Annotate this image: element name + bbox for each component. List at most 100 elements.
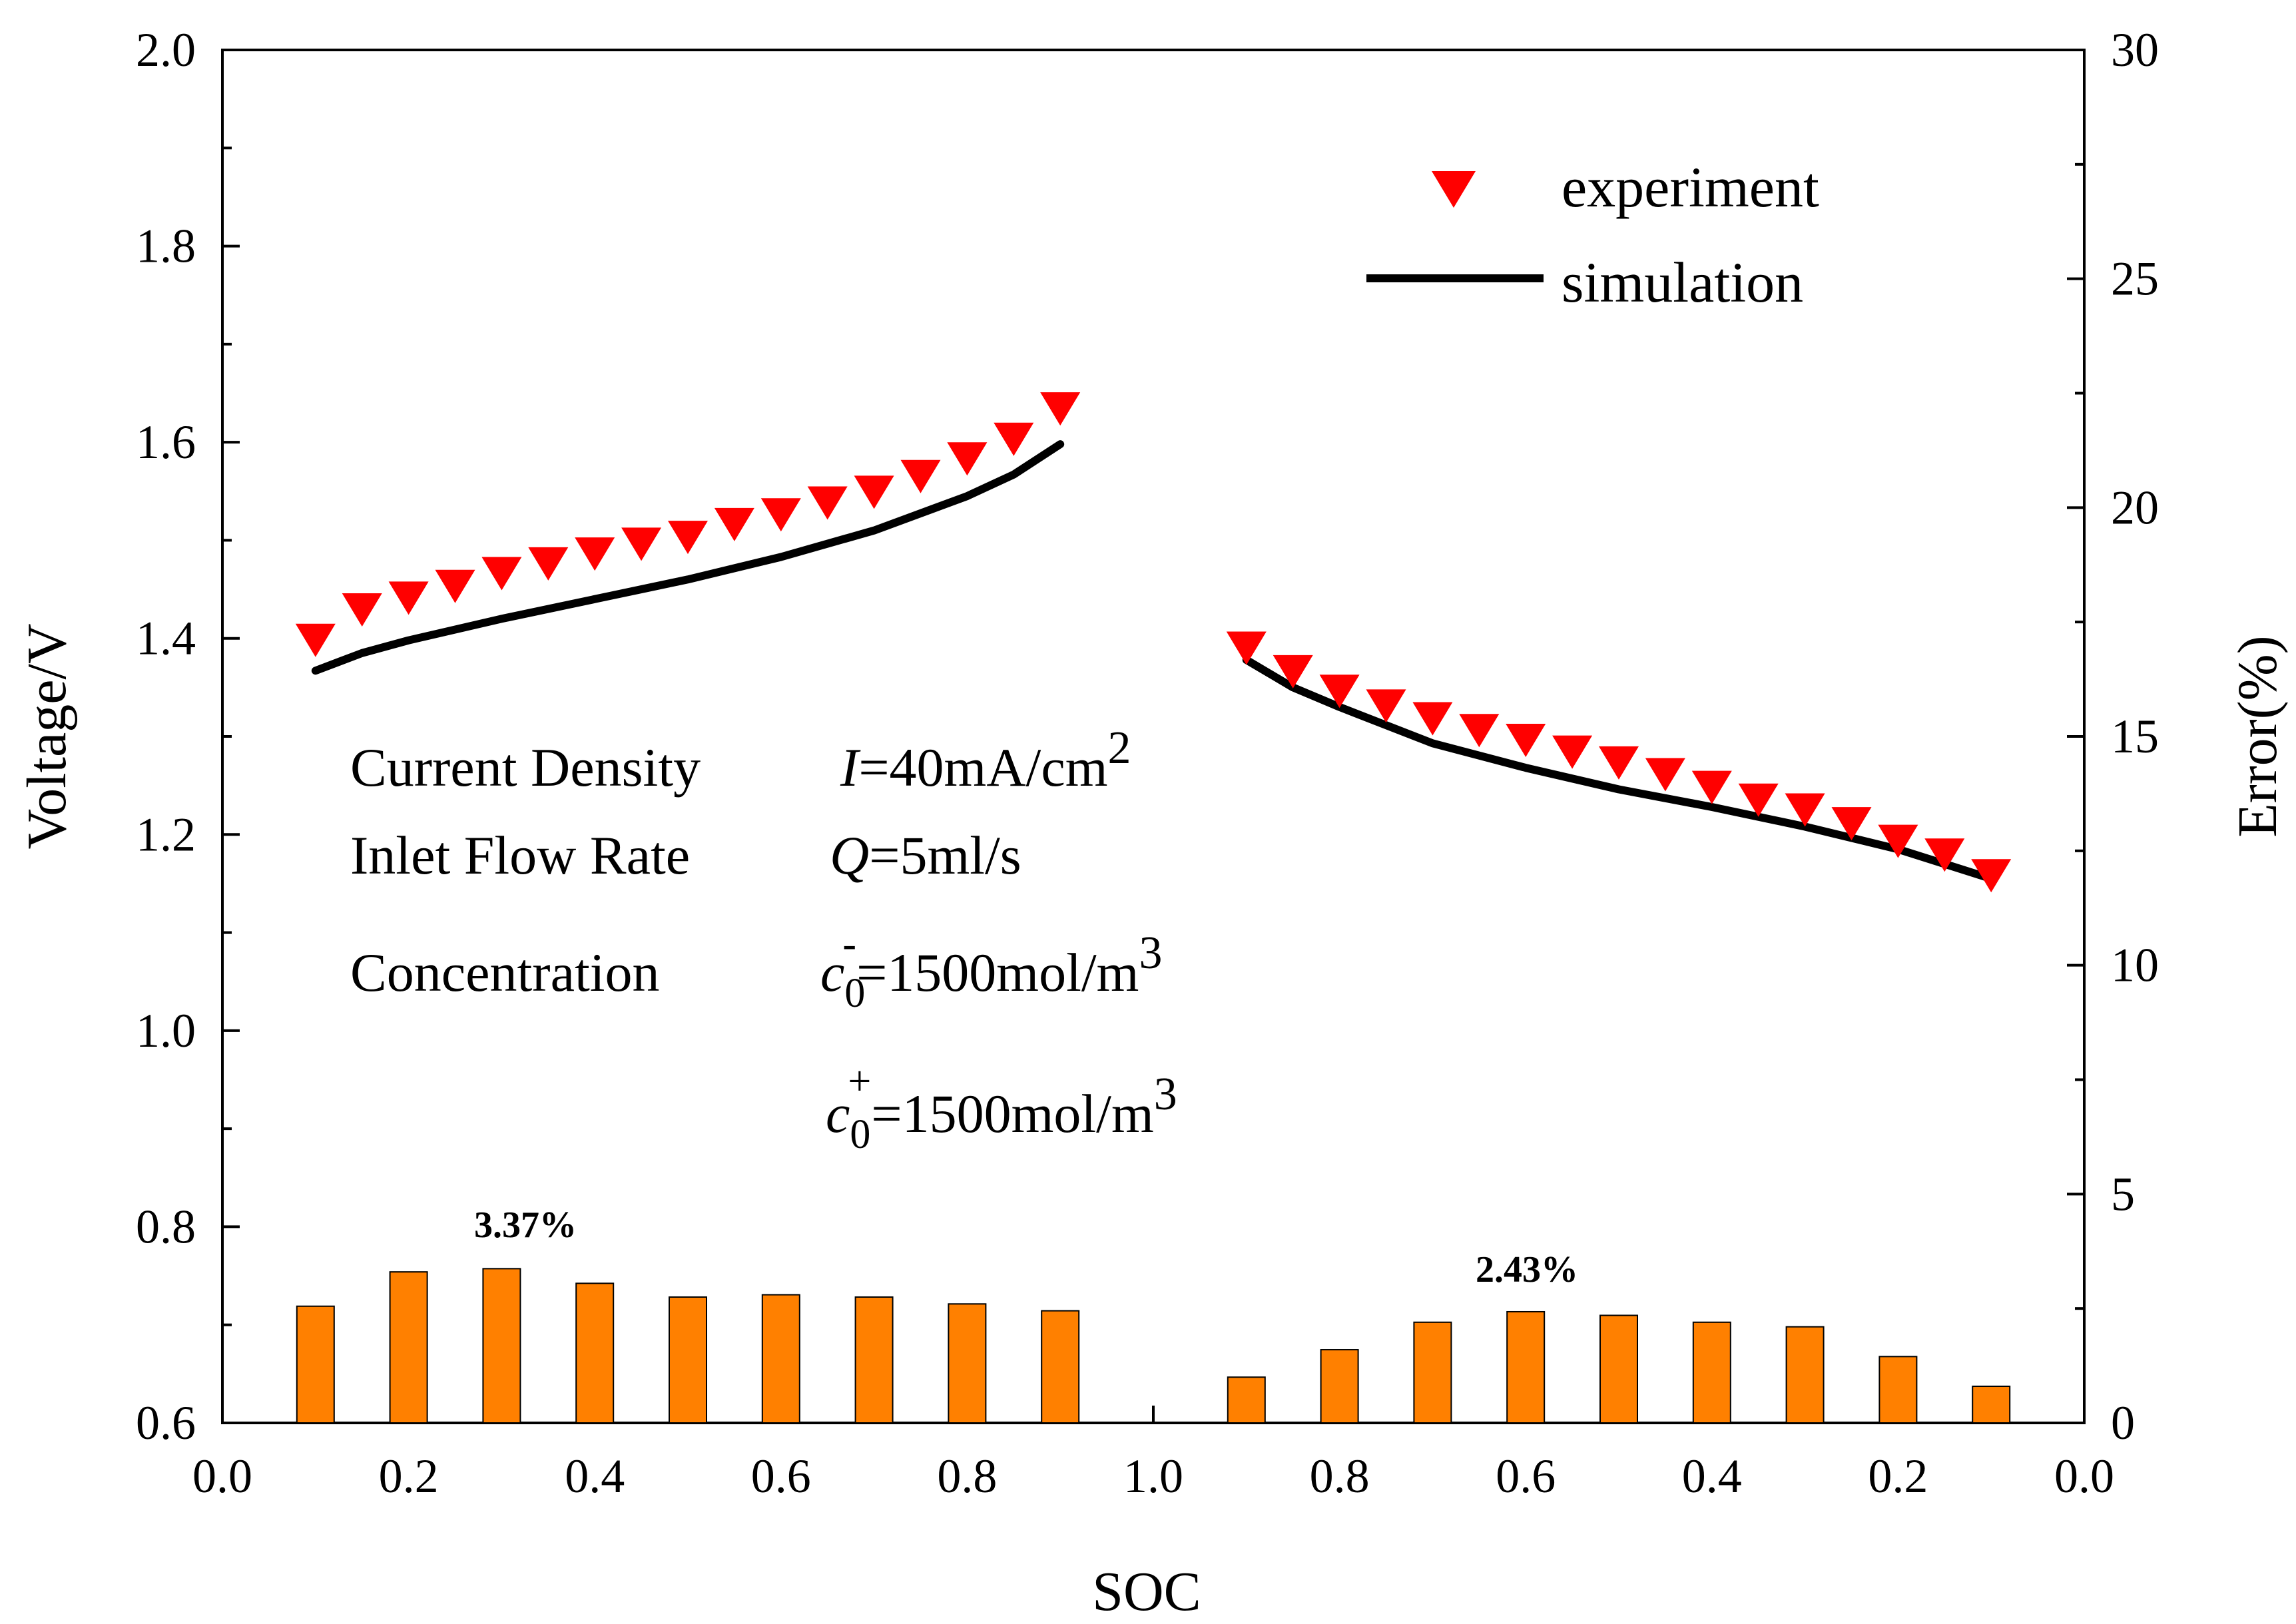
experiment-point-charge — [295, 623, 336, 657]
error-bars — [296, 1268, 2011, 1424]
experiment-point-discharge — [1785, 793, 1825, 827]
bottom-tick-label: 0.0 — [2054, 1450, 2114, 1503]
legend-experiment-marker — [1432, 171, 1476, 208]
annotation-current-density: Current Density I=40mA/cm2 — [350, 722, 1131, 798]
right-tick-label: 30 — [2111, 23, 2159, 77]
y-axis-title-left: Voltage/V — [16, 623, 78, 849]
right-tick-label: 25 — [2111, 252, 2159, 306]
left-axis-ticks: 0.6 0.8 1.0 1.2 1.4 1.6 1.8 2.0 — [136, 23, 240, 1450]
bottom-tick-label: 1.0 — [1123, 1450, 1183, 1503]
experiment-point-charge — [807, 486, 848, 520]
experiment-point-discharge — [1878, 824, 1918, 858]
right-axis-ticks: 0 5 10 15 20 25 30 — [2067, 23, 2159, 1450]
error-bar-charge — [296, 1305, 335, 1424]
experiment-point-discharge — [1506, 723, 1546, 757]
error-bar-discharge — [1599, 1314, 1638, 1424]
error-bar-charge — [669, 1296, 707, 1424]
legend: experiment simulation — [1366, 155, 1819, 314]
y-axis-title-right: Error(%) — [2227, 635, 2289, 837]
experiment-point-charge — [481, 557, 522, 591]
experiment-point-charge — [388, 581, 429, 615]
experiment-point-charge — [714, 507, 754, 541]
bottom-axis-ticks: 0.0 0.2 0.4 0.6 0.8 1.0 0.8 0.6 0.4 0.2 0.0 — [192, 1406, 2114, 1503]
experiment-point-charge — [575, 537, 615, 571]
error-bar-charge — [1041, 1310, 1080, 1424]
right-tick-label: 10 — [2111, 939, 2159, 992]
bottom-tick-label: 0.6 — [1496, 1450, 1556, 1503]
experiment-point-discharge — [1366, 689, 1406, 723]
error-bar-charge — [389, 1271, 428, 1424]
simulation-line-charge — [311, 440, 1065, 675]
experiment-point-discharge — [1738, 783, 1779, 817]
error-bar-discharge — [1320, 1349, 1359, 1424]
annotation-block: Current Density I=40mA/cm2 Inlet Flow Ra… — [350, 722, 1177, 1157]
experiment-point-discharge — [1599, 746, 1639, 780]
bottom-tick-label: 0.8 — [937, 1450, 997, 1503]
experiment-point-charge — [621, 527, 662, 561]
experiment-point-discharge — [1645, 758, 1685, 792]
bottom-tick-label: 0.4 — [565, 1450, 625, 1503]
error-bar-discharge — [1692, 1321, 1731, 1424]
error-bar-discharge — [1227, 1376, 1266, 1424]
bar-label-charge-max: 3.37% — [474, 1205, 577, 1246]
error-bar-discharge — [1972, 1386, 2011, 1424]
experiment-point-discharge — [1412, 702, 1453, 736]
bottom-tick-label: 0.6 — [751, 1450, 811, 1503]
error-bar-charge — [948, 1303, 987, 1424]
experiment-point-discharge — [1273, 655, 1313, 688]
right-tick-label: 0 — [2111, 1396, 2135, 1450]
experiment-point-discharge — [1831, 807, 1872, 841]
bar-label-discharge-max: 2.43% — [1476, 1249, 1578, 1290]
error-bar-discharge — [1878, 1356, 1918, 1424]
bottom-tick-label: 0.4 — [1682, 1450, 1742, 1503]
annotation-inlet-flow-rate: Inlet Flow Rate Q=5ml/s — [350, 825, 1021, 886]
left-tick-label: 1.2 — [136, 808, 196, 861]
right-tick-label: 5 — [2111, 1167, 2135, 1220]
experiment-point-charge — [668, 521, 708, 555]
experiment-point-charge — [900, 459, 941, 493]
experiment-point-charge — [528, 547, 569, 581]
experiment-point-charge — [1040, 392, 1081, 426]
left-tick-label: 2.0 — [136, 23, 196, 77]
simulation-lines — [311, 440, 1996, 883]
error-bar-discharge — [1413, 1321, 1452, 1424]
left-tick-label: 1.6 — [136, 415, 196, 469]
experiment-point-discharge — [1319, 675, 1360, 708]
left-tick-label: 1.4 — [136, 612, 196, 665]
left-tick-label: 0.6 — [136, 1396, 196, 1450]
experiment-point-charge — [854, 475, 894, 509]
error-bar-charge — [482, 1268, 521, 1424]
x-axis-title: SOC — [1092, 1561, 1201, 1623]
right-tick-label: 20 — [2111, 481, 2159, 534]
bottom-tick-label: 0.2 — [379, 1450, 439, 1503]
experiment-point-charge — [994, 422, 1034, 456]
experiment-point-discharge — [1552, 735, 1593, 769]
annotation-concentration-plus: c0+=1500mol/m3 — [826, 1059, 1177, 1157]
experiment-point-discharge — [1971, 859, 2012, 893]
experiment-point-charge — [435, 569, 475, 603]
experiment-point-charge — [760, 498, 801, 532]
annotation-concentration-minus: c0-=1500mol/m3 — [820, 922, 1162, 1016]
experiment-point-discharge — [1226, 631, 1267, 665]
bottom-tick-label: 0.2 — [1868, 1450, 1928, 1503]
left-tick-label: 1.0 — [136, 1004, 196, 1057]
experiment-point-discharge — [1691, 770, 1732, 804]
experiment-point-charge — [342, 593, 382, 627]
experiment-point-discharge — [1459, 714, 1500, 748]
legend-experiment-label: experiment — [1562, 155, 1819, 219]
left-tick-label: 0.8 — [136, 1200, 196, 1253]
bottom-tick-label: 0.8 — [1310, 1450, 1370, 1503]
error-bar-charge — [761, 1294, 800, 1424]
left-tick-label: 1.8 — [136, 220, 196, 273]
experiment-point-discharge — [1924, 838, 1965, 872]
annotation-concentration: Concentration — [350, 942, 660, 1003]
error-bar-discharge — [1506, 1310, 1546, 1424]
right-tick-label: 15 — [2111, 710, 2159, 763]
error-bar-discharge — [1785, 1326, 1825, 1424]
bottom-tick-label: 0.0 — [192, 1450, 252, 1503]
experiment-points — [295, 392, 2012, 893]
experiment-point-charge — [947, 442, 988, 476]
error-bar-charge — [854, 1296, 894, 1424]
legend-simulation-label: simulation — [1562, 250, 1803, 314]
